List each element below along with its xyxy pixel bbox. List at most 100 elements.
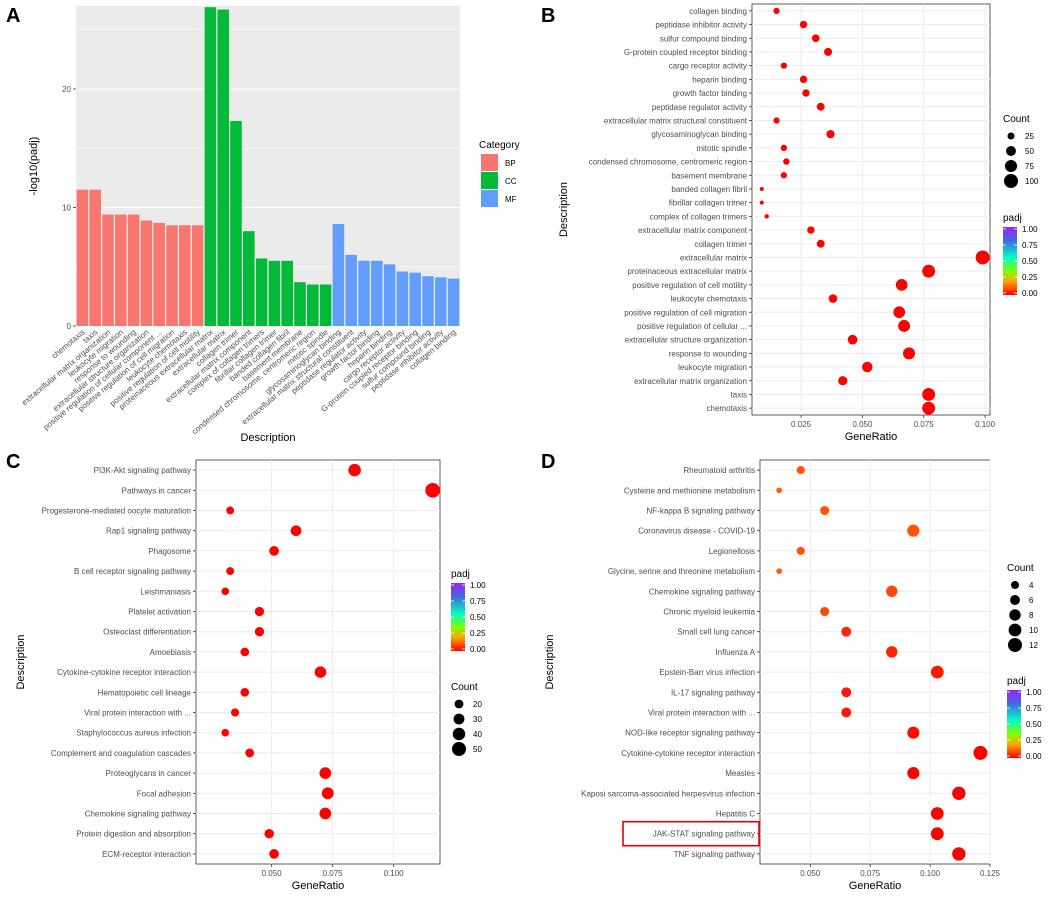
panel-a-bar-11 [217, 9, 229, 327]
panel-c-dot-plot: 0.050 0.075 0.100 PI3K-Akt signaling pathwa… [15, 459, 486, 892]
panel-b-ylabel-21: leukocyte chemotaxis [671, 295, 747, 304]
panel-a-legend-label-2: MF [505, 195, 517, 204]
panel-c-count-legend-dot-0 [454, 699, 464, 709]
panel-d-point-6 [886, 585, 898, 598]
panel-a-bar-0 [76, 189, 89, 326]
panel-b-count-legend-label-1: 50 [1025, 147, 1034, 156]
panel-d-point-11 [841, 687, 852, 698]
panel-b-ylabel-20: positive regulation of cell motility [632, 281, 747, 290]
panel-d-point-18 [930, 827, 944, 841]
panel-a-ylabel: -log10(padj) [28, 137, 40, 196]
panel-c-xtick-1: 0.075 [323, 869, 344, 878]
panel-c-ylabel-5: B cell receptor signaling pathway [74, 567, 191, 576]
panel-d-point-4 [796, 546, 805, 555]
panel-a-bar-27 [422, 276, 434, 326]
panel-d-ylabel-17: Hepatitis C [716, 810, 755, 819]
panel-d-ylabel-1: Cysteine and methionine metabolism [624, 486, 756, 495]
panel-c-count-legend-dot-1 [453, 713, 465, 725]
panel-b-point-5 [799, 75, 808, 84]
panel-a-legend-label-0: BP [505, 159, 516, 168]
panel-d-point-19 [952, 847, 966, 861]
panel-c-ylabel-15: Proteoglycans in cancer [106, 769, 192, 778]
panel-b-ylabel-3: G-protein coupled receptor binding [624, 48, 747, 57]
panel-b-xtick-0: 0.025 [791, 420, 812, 429]
panel-a-letter: A [6, 5, 20, 27]
panel-d-count-legend-label-3: 10 [1029, 626, 1038, 635]
panel-b-ylabel-26: leukocyte migration [678, 363, 747, 372]
panel-d-point-1 [776, 487, 783, 494]
panel-b-count-legend-dot-2 [1004, 159, 1018, 173]
panel-b-letter: B [541, 5, 555, 27]
panel-c-point-4 [269, 546, 279, 556]
panel-d-ylabel-15: Measles [725, 769, 755, 778]
panel-b-ylabel-24: extracellular structure organization [625, 336, 747, 345]
panel-a-bar-19 [319, 284, 332, 326]
panel-b-dot-plot: 0.025 0.050 0.075 0.100 collagen binding pept… [558, 3, 1039, 443]
panel-b-ylabel-11: condensed chromosome, centromeric region [589, 158, 747, 167]
panel-a-bar-16 [281, 260, 293, 326]
panel-b-ylabel-8: extracellular matrix structural constitu… [604, 116, 748, 125]
panel-b-point-11 [783, 158, 790, 165]
panel-d-count-legend-dot-2 [1009, 609, 1021, 621]
panel-a-ytick-0: 0 [67, 322, 72, 331]
panel-b-point-9 [826, 130, 835, 139]
panel-d-count-legend-title: Count [1007, 563, 1034, 574]
panel-b-point-6 [802, 89, 810, 97]
panel-b-ylabel-23: positive regulation of cellular ... [637, 322, 747, 331]
panel-d-count-legend-label-0: 4 [1029, 581, 1034, 590]
panel-d-count-legend-dot-1 [1010, 595, 1020, 605]
panel-c-ylabel-1: Pathways in cancer [122, 486, 192, 495]
panel-c-point-13 [221, 728, 230, 737]
panel-b-count-legend-dot-0 [1007, 132, 1015, 140]
panel-d-point-5 [776, 568, 783, 574]
panel-c-padj-label-1: 0.75 [470, 597, 486, 606]
panel-c-xtick-2: 0.100 [384, 869, 405, 878]
panel-d-point-10 [930, 665, 944, 679]
panel-b-ylabel-12: basement membrane [671, 171, 747, 180]
panel-a-bar-9 [191, 225, 204, 326]
panel-a-bar-17 [294, 282, 306, 326]
panel-b-padj-label-1: 0.75 [1022, 241, 1038, 250]
panel-b-count-legend-label-2: 75 [1025, 162, 1034, 171]
panel-d-ylabel-12: Viral protein interaction with ... [648, 709, 755, 718]
panel-b-point-20 [895, 278, 908, 291]
panel-a-bar-8 [179, 225, 191, 326]
panel-d-padj-label-3: 0.25 [1026, 736, 1042, 745]
panel-b-point-18 [975, 250, 990, 265]
panel-c-point-0 [348, 463, 361, 477]
panel-b-padj-label-2: 0.50 [1022, 257, 1038, 266]
panel-a-ytick-1: 10 [62, 203, 71, 212]
panel-b-point-21 [828, 294, 838, 303]
panel-b-point-14 [759, 200, 764, 205]
panel-b-point-7 [816, 102, 825, 111]
panel-a-bar-22 [358, 260, 370, 326]
panel-c-point-17 [319, 807, 332, 820]
panel-d-padj-label-1: 0.75 [1026, 704, 1042, 713]
panel-c-ylabel-12: Viral protein interaction with ... [84, 709, 191, 718]
panel-b-ylabel-0: collagen binding [689, 7, 747, 16]
panel-d-padj-label-0: 1.00 [1026, 688, 1042, 697]
panel-d-padj-label-2: 0.50 [1026, 720, 1042, 729]
panel-b-point-28 [922, 387, 936, 401]
panel-c-ylabel-8: Osteoclast differentiation [103, 628, 191, 637]
panel-b-point-1 [799, 20, 808, 29]
panel-c-point-2 [226, 506, 235, 515]
panel-b-point-2 [811, 34, 820, 43]
panel-c-ylabel-7: Platelet activation [128, 608, 191, 617]
panel-d-ylabel-7: Chronic myeloid leukemia [663, 608, 755, 617]
panel-a-bar-23 [371, 260, 383, 326]
panel-c-padj-label-2: 0.50 [470, 613, 486, 622]
panel-a-bar-5 [140, 220, 153, 326]
panel-a-bar-6 [153, 222, 165, 326]
panel-b-ylabel-6: growth factor binding [673, 89, 747, 98]
panel-b-point-4 [780, 62, 788, 69]
panel-a-bar-15 [268, 260, 281, 326]
panel-d-ylabel-5: Glycine, serine and threonine metabolism [608, 567, 756, 576]
panel-b-ylabel-25: response to wounding [669, 349, 747, 358]
panel-b-ylabel-16: extracellular matrix component [638, 226, 748, 235]
panel-d-letter: D [541, 451, 555, 473]
panel-c-point-18 [264, 828, 274, 839]
panel-b-point-8 [773, 117, 780, 124]
panel-b-count-legend-label-3: 100 [1025, 177, 1039, 186]
panel-c-point-16 [321, 787, 334, 800]
